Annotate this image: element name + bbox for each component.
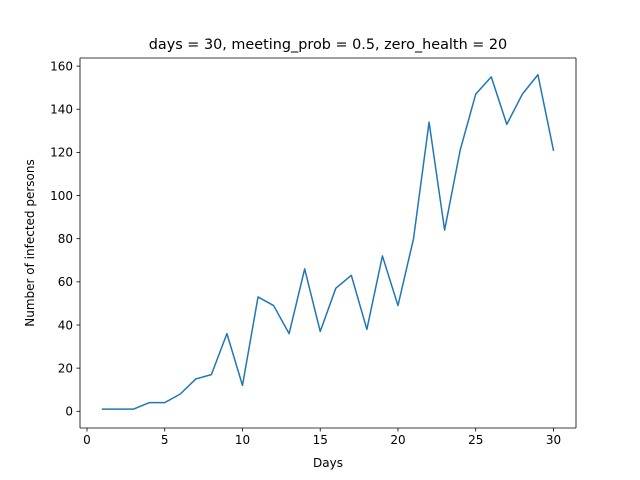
x-tick-label-2: 10 [235,433,250,447]
x-tick-label-5: 25 [468,433,483,447]
plot-area: 0 5 10 15 20 25 30 0 20 40 60 80 100 120 140 160 [50,57,577,447]
y-tick-label-7: 140 [50,103,73,117]
chart-title: days = 30, meeting_prob = 0.5, zero_heal… [149,37,507,53]
y-axis-label: Number of infected persons [23,159,37,326]
x-tick-label-1: 5 [161,433,169,447]
y-tick-label-4: 80 [58,232,73,246]
y-tick-label-6: 120 [50,146,73,160]
x-tick-label-0: 0 [83,433,91,447]
y-tick-label-3: 60 [58,275,73,289]
y-tick-label-0: 0 [65,405,73,419]
x-tick-label-3: 15 [313,433,328,447]
x-axis-label: Days [313,456,343,470]
y-tick-label-2: 40 [58,318,73,332]
y-tick-label-1: 20 [58,361,73,375]
x-tick-label-4: 20 [390,433,405,447]
series-line-0 [101,73,555,410]
y-tick-label-8: 160 [50,59,73,73]
y-tick-label-5: 100 [50,189,73,203]
x-tick-label-6: 30 [546,433,561,447]
